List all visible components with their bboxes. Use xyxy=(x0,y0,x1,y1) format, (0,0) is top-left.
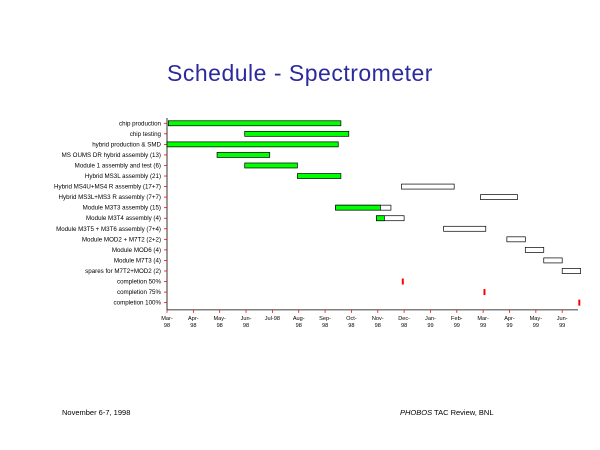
task-label: MS OUMS DR hybrid assembly (13) xyxy=(62,152,161,159)
planned-bar xyxy=(524,247,545,253)
task-label: completion 50% xyxy=(117,279,162,286)
x-tick-label: May- xyxy=(213,316,226,322)
task-bars xyxy=(166,120,581,306)
task-label: Module MOD2 + M7T2 (2+2) xyxy=(82,236,161,243)
completed-bar xyxy=(167,120,342,127)
completed-bar xyxy=(244,130,350,137)
planned-bar xyxy=(543,257,563,264)
axis-layer xyxy=(164,118,578,313)
milestone-marker xyxy=(401,278,404,285)
x-tick-label-year: 98 xyxy=(164,323,170,329)
footer-event: PHOBOS TAC Review, BNL xyxy=(400,408,494,417)
completed-bar xyxy=(376,215,385,222)
x-tick-label: Apr- xyxy=(504,316,515,322)
x-tick-label: May- xyxy=(530,316,543,322)
task-label: Module M3T3 assembly (15) xyxy=(83,205,161,212)
completed-bar xyxy=(216,152,271,158)
x-tick-label-year: 98 xyxy=(322,323,328,329)
x-tick-label: Feb- xyxy=(451,316,463,322)
x-tick-label: Jun- xyxy=(241,316,252,322)
task-label: Module M3T5 + M3T6 assembly (7+4) xyxy=(56,226,161,233)
task-label: Module M3T4 assembly (4) xyxy=(86,215,161,222)
task-label: spares for M7T2+MOD2 (2) xyxy=(85,268,161,275)
x-tick-label: Nov- xyxy=(372,316,384,322)
x-tick-label-year: 99 xyxy=(480,323,486,329)
task-label: Module M7T3 (4) xyxy=(114,257,161,264)
footer-event-name: TAC Review, BNL xyxy=(432,408,494,417)
x-tick-label: Dec- xyxy=(398,316,410,322)
task-label: completion 100% xyxy=(114,300,162,307)
planned-bar xyxy=(401,183,455,190)
footer-event-brand: PHOBOS xyxy=(400,408,433,417)
planned-bar xyxy=(506,236,526,243)
x-tick-label: Mar- xyxy=(161,316,173,322)
x-tick-label-year: 99 xyxy=(454,323,460,329)
completed-bar xyxy=(244,162,298,169)
task-label: Hybrid MS3L assembly (21) xyxy=(85,173,161,180)
milestone-marker xyxy=(483,289,486,296)
task-label: chip production xyxy=(119,120,162,127)
task-label: hybrid production & SMD xyxy=(92,141,161,148)
x-tick-label-year: 99 xyxy=(559,323,565,329)
x-tick-label-year: 98 xyxy=(348,323,354,329)
x-tick-label-year: 98 xyxy=(296,323,302,329)
task-label: Hybrid MS3L+MS3 R assembly (7+7) xyxy=(59,194,161,201)
task-label: Hybrid MS4U+MS4 R assembly (17+7) xyxy=(54,184,161,191)
task-labels: chip production chip testing hybrid produc… xyxy=(54,120,162,306)
x-tick-label-year: 98 xyxy=(217,323,223,329)
x-tick-label-year: 98 xyxy=(375,323,381,329)
x-tick-label: Apr- xyxy=(188,316,199,322)
planned-bar xyxy=(480,194,518,200)
task-label: Module MOD6 (4) xyxy=(112,247,161,254)
planned-bar xyxy=(443,225,487,232)
slide-title: Schedule - Spectrometer xyxy=(167,60,433,86)
completed-bar xyxy=(297,173,342,179)
x-tick-label: Jan- xyxy=(425,316,436,322)
task-label: Module 1 assembly and test (6) xyxy=(75,162,161,169)
x-tick-label: Oct- xyxy=(346,316,357,322)
completed-bar xyxy=(166,141,339,148)
x-tick-label: Mar- xyxy=(477,316,489,322)
x-tick-label-year: 98 xyxy=(190,323,196,329)
x-tick-label-year: 99 xyxy=(506,323,512,329)
x-tick-label: Jun- xyxy=(557,316,568,322)
planned-bar xyxy=(561,268,581,274)
completed-bar xyxy=(335,204,381,211)
milestone-marker xyxy=(578,299,581,306)
x-tick-label-year: 98 xyxy=(243,323,249,329)
task-label: completion 75% xyxy=(117,289,162,296)
x-tick-label: Aug- xyxy=(293,316,305,322)
x-tick-label: Sep- xyxy=(319,316,331,322)
x-tick-label-year: 99 xyxy=(427,323,433,329)
task-label: chip testing xyxy=(130,131,162,138)
x-tick-label-year: 99 xyxy=(533,323,539,329)
x-tick-label-year: 98 xyxy=(401,323,407,329)
footer-date: November 6-7, 1998 xyxy=(62,408,131,417)
x-tick-label: Jul-98 xyxy=(265,316,280,322)
